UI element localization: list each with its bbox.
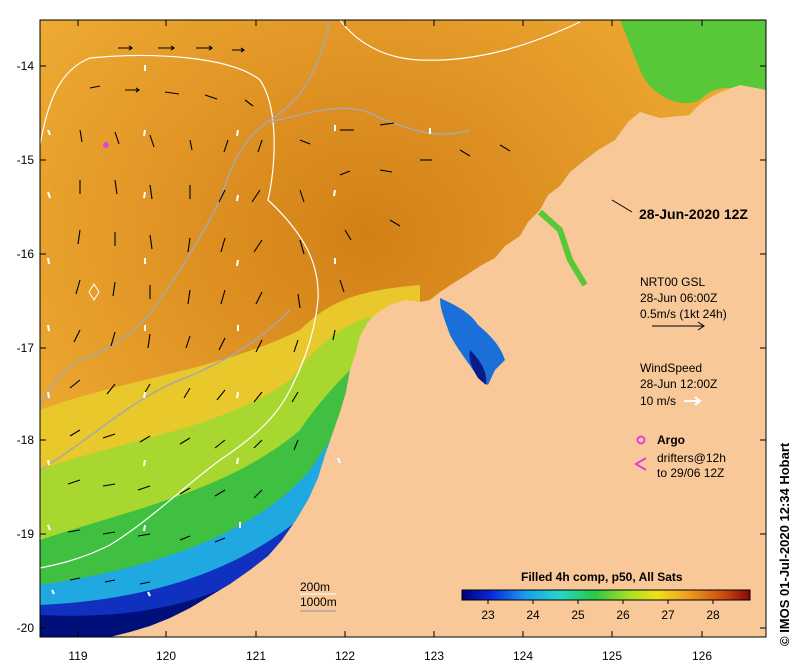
lon-tick-label: 124 (513, 649, 533, 663)
colorbar-title: Filled 4h comp, p50, All Sats (521, 570, 683, 584)
axis-ticks (40, 20, 766, 637)
wind-scale-arrow (684, 396, 702, 406)
sst-ne-cool-patch (620, 20, 766, 104)
wind-legend-time: 28-Jun 12:00Z (640, 377, 717, 391)
reef-outline (88, 283, 100, 301)
lon-tick-label: 119 (68, 649, 87, 663)
lon-tick-label: 120 (156, 649, 176, 663)
drifter-legend-line2: to 29/06 12Z (657, 466, 724, 480)
colorbar-ticks (487, 600, 714, 604)
isobath-legend-1000m: 1000m (300, 595, 337, 609)
lon-tick-label: 123 (424, 649, 444, 663)
lat-tick-label: -18 (17, 433, 35, 447)
colorbar-tick-label: 24 (526, 608, 540, 622)
lon-tick-label: 122 (335, 649, 355, 663)
wind-legend-scale: 10 m/s (640, 394, 676, 408)
lat-tick-label: -15 (17, 153, 35, 167)
title-leader-line (611, 199, 633, 213)
wind-vectors (47, 65, 431, 597)
colorbar (461, 589, 751, 601)
currents-legend-time: 28-Jun 06:00Z (640, 291, 717, 305)
king-sound-inner (469, 350, 487, 385)
wind-legend-title: WindSpeed (640, 361, 702, 375)
colorbar-tick-label: 28 (706, 608, 720, 622)
currents-scale-arrow (652, 321, 705, 331)
currents-legend-source: NRT00 GSL (640, 275, 705, 289)
lat-tick-label: -14 (17, 59, 35, 73)
lat-tick-label: -19 (17, 527, 35, 541)
drifter-legend-line1: drifters@12h (657, 451, 726, 465)
lat-tick-label: -20 (17, 621, 35, 635)
isobath-1000m-ne (269, 107, 471, 135)
lon-tick-label: 121 (246, 649, 266, 663)
coastal-fringe (537, 209, 588, 287)
drifter-legend-icon (634, 457, 647, 471)
isobath-200m (40, 54, 319, 569)
map-title: 28-Jun-2020 12Z (639, 206, 748, 222)
isobath-legend-200m: 200m (300, 580, 330, 594)
colorbar-tick-label: 26 (616, 608, 630, 622)
lat-tick-label: -17 (17, 341, 35, 355)
colorbar-tick-label: 25 (571, 608, 585, 622)
current-vectors (67, 45, 511, 585)
lon-tick-label: 125 (602, 649, 622, 663)
map-frame (39, 19, 767, 638)
currents-legend-scale: 0.5m/s (1kt 24h) (640, 307, 727, 321)
king-sound-bay (440, 298, 505, 385)
lat-tick-label: -16 (17, 247, 35, 261)
imos-credit: © IMOS 01-Jul-2020 12:34 Hobart (777, 442, 792, 646)
argo-legend-icon (636, 435, 646, 445)
colorbar-tick-label: 27 (661, 608, 675, 622)
argo-float-marker (103, 142, 109, 148)
colorbar-tick-label: 23 (481, 608, 495, 622)
isobath-1000m (40, 20, 331, 406)
argo-legend-label: Argo (657, 433, 685, 447)
isobath-200m-north (339, 20, 581, 61)
land-mass (110, 85, 766, 637)
isobath-1000m-south (40, 309, 291, 471)
lon-tick-label: 126 (692, 649, 712, 663)
